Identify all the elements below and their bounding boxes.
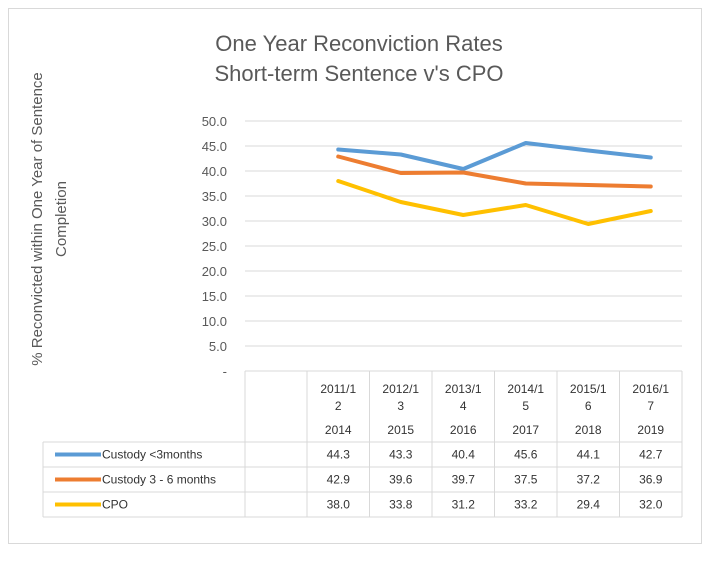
table-value: 44.1 [577, 448, 601, 462]
y-axis-label-line-1: % Reconvicted within One Year of Sentenc… [29, 72, 46, 366]
table-value: 44.3 [327, 448, 351, 462]
table-value: 36.9 [639, 473, 663, 487]
table-value: 43.3 [389, 448, 413, 462]
y-tick-label: 25.0 [202, 239, 227, 254]
x-tick-label: 2016/1 [632, 382, 669, 396]
x-tick-label: 2012/1 [382, 382, 419, 396]
x-tick-year-label: 2018 [575, 423, 602, 437]
x-tick-year-label: 2016 [450, 423, 477, 437]
series-line [336, 179, 653, 226]
x-tick-label: 2 [335, 399, 342, 413]
chart-frame: One Year Reconviction Rates Short-term S… [8, 8, 702, 544]
table-value: 42.7 [639, 448, 663, 462]
chart-title-line-1: One Year Reconviction Rates [215, 31, 502, 56]
y-tick-label: 45.0 [202, 139, 227, 154]
y-tick-label: 40.0 [202, 164, 227, 179]
x-tick-year-label: 2014 [325, 423, 352, 437]
x-tick-year-label: 2017 [512, 423, 539, 437]
line-chart: One Year Reconviction Rates Short-term S… [29, 31, 683, 518]
legend-label: CPO [102, 498, 128, 512]
legend-label: Custody 3 - 6 months [102, 473, 216, 487]
x-tick-year-label: 2019 [637, 423, 664, 437]
table-value: 32.0 [639, 498, 663, 512]
table-value: 42.9 [327, 473, 351, 487]
legend-label: Custody <3months [102, 448, 202, 462]
chart-title-line-2: Short-term Sentence v's CPO [214, 61, 503, 86]
table-value: 45.6 [514, 448, 538, 462]
x-tick-label: 2011/1 [320, 382, 356, 396]
y-tick-label: 50.0 [202, 114, 227, 129]
table-value: 40.4 [452, 448, 476, 462]
table-value: 39.6 [389, 473, 413, 487]
y-tick-label: 10.0 [202, 314, 227, 329]
table-value: 38.0 [327, 498, 351, 512]
table-value: 31.2 [452, 498, 476, 512]
x-tick-label: 2013/1 [445, 382, 482, 396]
y-tick-label: 5.0 [209, 339, 227, 354]
table-value: 29.4 [577, 498, 601, 512]
x-tick-label: 5 [522, 399, 529, 413]
x-tick-label: 4 [460, 399, 467, 413]
x-tick-label: 2014/1 [507, 382, 544, 396]
x-tick-year-label: 2015 [387, 423, 414, 437]
table-value: 37.2 [577, 473, 601, 487]
x-tick-label: 7 [647, 399, 654, 413]
table-value: 33.2 [514, 498, 538, 512]
x-tick-label: 3 [397, 399, 404, 413]
y-tick-label: 15.0 [202, 289, 227, 304]
y-axis-label-line-2: Completion [53, 181, 70, 257]
table-value: 33.8 [389, 498, 413, 512]
series-line [336, 141, 653, 171]
y-tick-label: 35.0 [202, 189, 227, 204]
y-tick-label: - [223, 364, 227, 379]
y-tick-label: 20.0 [202, 264, 227, 279]
table-value: 37.5 [514, 473, 538, 487]
series-line [336, 154, 653, 189]
y-tick-label: 30.0 [202, 214, 227, 229]
table-value: 39.7 [452, 473, 476, 487]
x-tick-label: 6 [585, 399, 592, 413]
x-tick-label: 2015/1 [570, 382, 607, 396]
